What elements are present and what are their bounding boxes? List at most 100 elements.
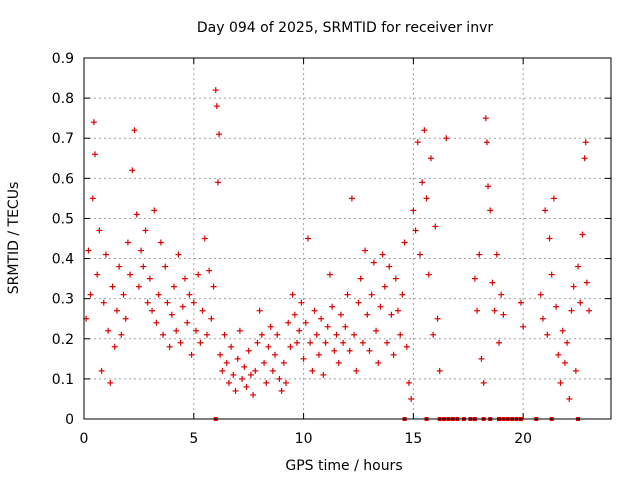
data-point bbox=[401, 239, 408, 246]
data-point bbox=[322, 339, 329, 346]
data-point bbox=[553, 303, 560, 310]
data-point bbox=[364, 311, 371, 318]
data-point bbox=[480, 379, 487, 386]
data-point bbox=[577, 299, 584, 306]
data-point bbox=[399, 291, 406, 298]
data-point bbox=[566, 395, 573, 402]
data-point bbox=[403, 343, 410, 350]
data-point bbox=[213, 103, 220, 110]
data-point bbox=[557, 379, 564, 386]
data-point bbox=[583, 279, 590, 286]
data-point bbox=[377, 303, 384, 310]
data-point bbox=[129, 167, 136, 174]
data-point bbox=[210, 283, 217, 290]
data-point bbox=[250, 391, 257, 398]
data-point bbox=[243, 383, 250, 390]
data-point bbox=[142, 227, 149, 234]
data-point bbox=[212, 87, 219, 94]
data-point bbox=[113, 307, 120, 314]
data-point bbox=[223, 359, 230, 366]
data-point bbox=[337, 311, 344, 318]
data-point bbox=[219, 367, 226, 374]
data-point bbox=[482, 115, 489, 122]
data-point bbox=[370, 259, 377, 266]
data-point bbox=[166, 343, 173, 350]
data-point bbox=[434, 315, 441, 322]
data-point bbox=[109, 283, 116, 290]
data-point bbox=[216, 131, 223, 138]
data-point bbox=[487, 207, 494, 214]
data-point bbox=[427, 155, 434, 162]
y-tick-label: 0.3 bbox=[52, 292, 74, 308]
data-point bbox=[581, 155, 588, 162]
data-point bbox=[311, 307, 318, 314]
data-point bbox=[173, 327, 180, 334]
data-point bbox=[90, 119, 97, 126]
data-point bbox=[280, 359, 287, 366]
data-point bbox=[300, 355, 307, 362]
data-point bbox=[214, 179, 221, 186]
data-point bbox=[91, 151, 98, 158]
data-point bbox=[199, 307, 206, 314]
data-point bbox=[362, 247, 369, 254]
data-point bbox=[397, 331, 404, 338]
data-point bbox=[546, 235, 553, 242]
data-point bbox=[265, 343, 272, 350]
data-point bbox=[586, 307, 593, 314]
data-point bbox=[127, 271, 134, 278]
y-tick-label: 0.4 bbox=[52, 252, 74, 268]
data-point bbox=[195, 271, 202, 278]
data-point bbox=[188, 351, 195, 358]
data-point bbox=[357, 275, 364, 282]
data-point bbox=[539, 315, 546, 322]
data-point bbox=[157, 239, 164, 246]
data-point bbox=[355, 299, 362, 306]
data-point bbox=[359, 339, 366, 346]
data-point bbox=[133, 211, 140, 218]
data-point bbox=[234, 355, 241, 362]
data-point bbox=[483, 139, 490, 146]
data-point bbox=[489, 279, 496, 286]
data-point bbox=[149, 307, 156, 314]
data-point bbox=[197, 339, 204, 346]
data-point bbox=[313, 331, 320, 338]
data-point bbox=[476, 251, 483, 258]
data-point bbox=[405, 379, 412, 386]
data-point bbox=[491, 307, 498, 314]
x-tick-label: 10 bbox=[295, 431, 313, 447]
data-point bbox=[423, 195, 430, 202]
chart-ticks: 0 0.1 0.2 0.3 0.4 0.5 0.6 0.7 0.8 0.9 0 5 10 15 20 bbox=[52, 51, 611, 447]
data-point bbox=[353, 367, 360, 374]
data-point bbox=[107, 379, 114, 386]
data-point bbox=[436, 367, 443, 374]
data-point bbox=[111, 343, 118, 350]
data-point bbox=[135, 283, 142, 290]
data-point bbox=[85, 247, 92, 254]
data-point bbox=[293, 339, 300, 346]
data-point bbox=[384, 339, 391, 346]
data-point bbox=[120, 291, 127, 298]
data-point bbox=[278, 387, 285, 394]
data-point bbox=[348, 195, 355, 202]
data-point bbox=[320, 371, 327, 378]
data-point bbox=[346, 347, 353, 354]
data-point bbox=[296, 327, 303, 334]
data-point bbox=[261, 359, 268, 366]
data-point bbox=[555, 351, 562, 358]
data-point bbox=[344, 291, 351, 298]
data-point bbox=[94, 271, 101, 278]
data-point bbox=[102, 251, 109, 258]
data-point bbox=[366, 347, 373, 354]
data-point bbox=[368, 291, 375, 298]
data-point bbox=[381, 283, 388, 290]
data-point bbox=[258, 331, 265, 338]
data-point bbox=[221, 331, 228, 338]
data-point bbox=[208, 315, 215, 322]
data-point bbox=[493, 251, 500, 258]
data-point bbox=[98, 367, 105, 374]
data-point bbox=[419, 179, 426, 186]
data-point bbox=[232, 387, 239, 394]
data-point bbox=[309, 367, 316, 374]
data-point bbox=[182, 275, 189, 282]
data-point bbox=[131, 127, 138, 134]
